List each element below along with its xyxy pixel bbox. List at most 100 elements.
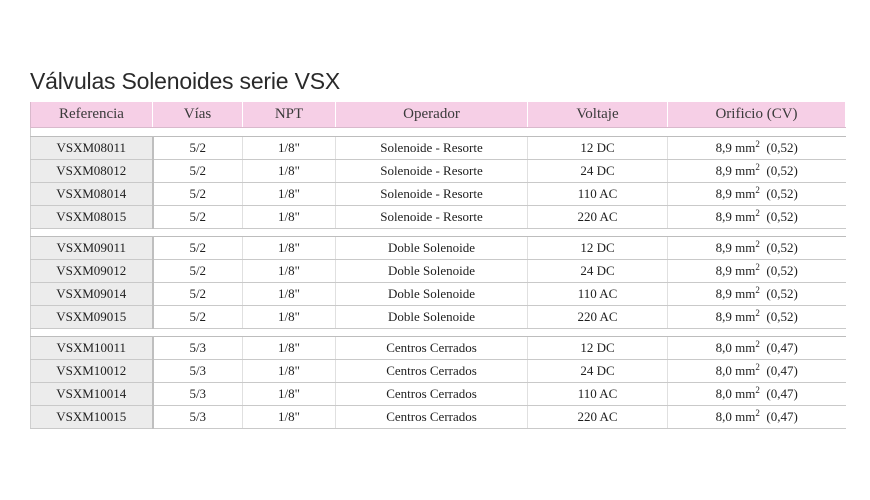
cell-npt: 1/8" bbox=[242, 236, 336, 260]
cell-referencia: VSXM09014 bbox=[30, 282, 154, 306]
cell-npt: 1/8" bbox=[242, 205, 336, 229]
cell-operador: Centros Cerrados bbox=[335, 405, 528, 429]
cell-npt: 1/8" bbox=[242, 405, 336, 429]
header-vias: Vías bbox=[152, 102, 243, 128]
orificio-area-exponent: 2 bbox=[755, 362, 760, 372]
cell-operador: Doble Solenoide bbox=[335, 282, 528, 306]
orificio-area-exponent: 2 bbox=[755, 262, 760, 272]
cell-npt: 1/8" bbox=[242, 382, 336, 406]
cell-voltaje: 110 AC bbox=[527, 182, 668, 206]
table-row: VSXM10011 5/3 1/8" Centros Cerrados 12 DC 8,0… bbox=[30, 336, 846, 360]
table-header-row: Referencia Vías NPT Operador Voltaje Ori… bbox=[30, 102, 846, 128]
table-row: VSXM10014 5/3 1/8" Centros Cerrados 110 AC 8,… bbox=[30, 382, 846, 406]
table-row: VSXM09015 5/2 1/8" Doble Solenoide 220 AC 8,9… bbox=[30, 305, 846, 329]
cell-voltaje: 12 DC bbox=[527, 336, 668, 360]
header-npt: NPT bbox=[242, 102, 336, 128]
cell-referencia: VSXM10015 bbox=[30, 405, 154, 429]
cell-npt: 1/8" bbox=[242, 282, 336, 306]
orificio-area: 8,9 mm bbox=[715, 240, 756, 255]
table-body: VSXM08011 5/2 1/8" Solenoide - Resorte 12 DC… bbox=[30, 127, 846, 429]
cell-npt: 1/8" bbox=[242, 136, 336, 160]
cell-orificio: 8,9 mm2 (0,52) bbox=[667, 205, 846, 229]
orificio-area-exponent: 2 bbox=[755, 162, 760, 172]
orificio-cv: (0,52) bbox=[759, 240, 798, 255]
cell-vias: 5/2 bbox=[152, 159, 243, 183]
cell-npt: 1/8" bbox=[242, 182, 336, 206]
cell-npt: 1/8" bbox=[242, 305, 336, 329]
cell-referencia: VSXM09012 bbox=[30, 259, 154, 283]
orificio-area-exponent: 2 bbox=[755, 408, 760, 418]
cell-referencia: VSXM08014 bbox=[30, 182, 154, 206]
cell-voltaje: 220 AC bbox=[527, 205, 668, 229]
cell-operador: Centros Cerrados bbox=[335, 359, 528, 383]
cell-operador: Solenoide - Resorte bbox=[335, 136, 528, 160]
cell-voltaje: 110 AC bbox=[527, 382, 668, 406]
orificio-cv: (0,52) bbox=[759, 186, 798, 201]
cell-vias: 5/2 bbox=[152, 136, 243, 160]
orificio-area: 8,9 mm bbox=[715, 263, 756, 278]
cell-referencia: VSXM09015 bbox=[30, 305, 154, 329]
cell-referencia: VSXM08011 bbox=[30, 136, 154, 160]
cell-operador: Doble Solenoide bbox=[335, 305, 528, 329]
group-separator-cell bbox=[30, 228, 846, 237]
cell-operador: Doble Solenoide bbox=[335, 259, 528, 283]
cell-orificio: 8,9 mm2 (0,52) bbox=[667, 182, 846, 206]
orificio-area-exponent: 2 bbox=[755, 139, 760, 149]
cell-vias: 5/2 bbox=[152, 182, 243, 206]
table-row: VSXM08015 5/2 1/8" Solenoide - Resorte 220 A… bbox=[30, 205, 846, 229]
cell-orificio: 8,0 mm2 (0,47) bbox=[667, 382, 846, 406]
cell-referencia: VSXM10012 bbox=[30, 359, 154, 383]
cell-referencia: VSXM08015 bbox=[30, 205, 154, 229]
cell-vias: 5/2 bbox=[152, 236, 243, 260]
orificio-area: 8,0 mm bbox=[715, 409, 756, 424]
group-separator bbox=[30, 328, 846, 337]
cell-operador: Centros Cerrados bbox=[335, 382, 528, 406]
orificio-area-exponent: 2 bbox=[755, 239, 760, 249]
orificio-area: 8,0 mm bbox=[715, 363, 756, 378]
orificio-area-exponent: 2 bbox=[755, 339, 760, 349]
table-row: VSXM10012 5/3 1/8" Centros Cerrados 24 DC 8,0… bbox=[30, 359, 846, 383]
cell-operador: Centros Cerrados bbox=[335, 336, 528, 360]
cell-voltaje: 12 DC bbox=[527, 136, 668, 160]
cell-voltaje: 220 AC bbox=[527, 405, 668, 429]
cell-npt: 1/8" bbox=[242, 336, 336, 360]
orificio-area: 8,9 mm bbox=[715, 309, 756, 324]
cell-operador: Doble Solenoide bbox=[335, 236, 528, 260]
orificio-area: 8,9 mm bbox=[715, 163, 756, 178]
orificio-cv: (0,47) bbox=[759, 386, 798, 401]
orificio-area-exponent: 2 bbox=[755, 285, 760, 295]
cell-orificio: 8,0 mm2 (0,47) bbox=[667, 405, 846, 429]
cell-orificio: 8,9 mm2 (0,52) bbox=[667, 305, 846, 329]
group-separator-cell bbox=[30, 328, 846, 337]
orificio-cv: (0,47) bbox=[759, 363, 798, 378]
orificio-area-exponent: 2 bbox=[755, 385, 760, 395]
orificio-cv: (0,52) bbox=[759, 163, 798, 178]
group-separator bbox=[30, 127, 846, 137]
orificio-area: 8,0 mm bbox=[715, 340, 756, 355]
cell-npt: 1/8" bbox=[242, 159, 336, 183]
table-row: VSXM09012 5/2 1/8" Doble Solenoide 24 DC 8,9 … bbox=[30, 259, 846, 283]
cell-voltaje: 110 AC bbox=[527, 282, 668, 306]
table-row: VSXM09011 5/2 1/8" Doble Solenoide 12 DC 8,9 … bbox=[30, 236, 846, 260]
cell-vias: 5/3 bbox=[152, 382, 243, 406]
cell-vias: 5/2 bbox=[152, 282, 243, 306]
table-row: VSXM08012 5/2 1/8" Solenoide - Resorte 24 DC… bbox=[30, 159, 846, 183]
cell-voltaje: 24 DC bbox=[527, 259, 668, 283]
group-separator bbox=[30, 228, 846, 237]
cell-orificio: 8,9 mm2 (0,52) bbox=[667, 159, 846, 183]
cell-orificio: 8,9 mm2 (0,52) bbox=[667, 282, 846, 306]
orificio-cv: (0,47) bbox=[759, 340, 798, 355]
header-orificio: Orificio (CV) bbox=[667, 102, 846, 128]
header-referencia: Referencia bbox=[30, 102, 153, 128]
table-row: VSXM08011 5/2 1/8" Solenoide - Resorte 12 DC… bbox=[30, 136, 846, 160]
orificio-area: 8,9 mm bbox=[715, 209, 756, 224]
table-row: VSXM10015 5/3 1/8" Centros Cerrados 220 AC 8,… bbox=[30, 405, 846, 429]
table-row: VSXM08014 5/2 1/8" Solenoide - Resorte 110 A… bbox=[30, 182, 846, 206]
cell-npt: 1/8" bbox=[242, 259, 336, 283]
orificio-area-exponent: 2 bbox=[755, 308, 760, 318]
cell-referencia: VSXM09011 bbox=[30, 236, 154, 260]
cell-orificio: 8,9 mm2 (0,52) bbox=[667, 236, 846, 260]
table-row: VSXM09014 5/2 1/8" Doble Solenoide 110 AC 8,9… bbox=[30, 282, 846, 306]
valves-table: Referencia Vías NPT Operador Voltaje Ori… bbox=[30, 102, 846, 429]
cell-vias: 5/3 bbox=[152, 359, 243, 383]
